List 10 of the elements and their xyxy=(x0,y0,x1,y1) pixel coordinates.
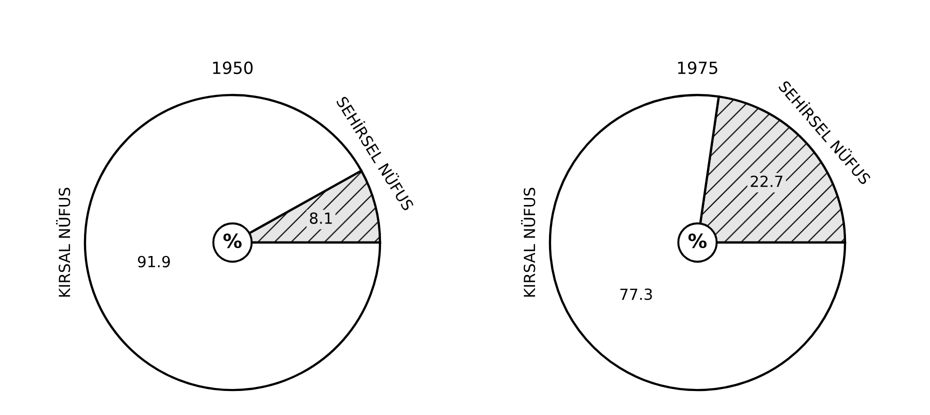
data-label: 8.1 xyxy=(310,212,332,224)
text: % xyxy=(223,233,242,248)
text: % xyxy=(688,233,707,248)
chart-title: 1975 xyxy=(678,61,718,74)
data-label: 22.7 xyxy=(750,176,782,187)
slice-label: KIRSAL NÜFUS xyxy=(521,188,536,297)
data-label: 77.3 xyxy=(620,288,652,300)
slice-label: KIRSAL NÜFUS xyxy=(56,188,70,297)
chart-title: 1950 xyxy=(213,61,253,74)
data-label: 91.9 xyxy=(138,256,170,268)
